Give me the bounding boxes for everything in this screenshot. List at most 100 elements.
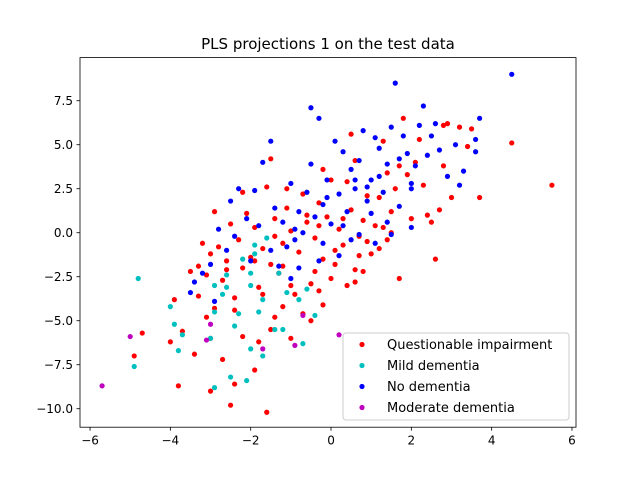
data-point-questionable-impairment bbox=[268, 261, 274, 267]
data-point-questionable-impairment bbox=[376, 194, 382, 201]
data-point-no-dementia bbox=[292, 226, 298, 232]
data-point-no-dementia bbox=[509, 71, 515, 77]
legend-marker bbox=[359, 383, 365, 390]
data-point-questionable-impairment bbox=[344, 179, 350, 185]
data-point-mild-dementia bbox=[228, 374, 234, 380]
data-point-moderate-dementia bbox=[207, 321, 214, 327]
data-point-questionable-impairment bbox=[139, 330, 145, 336]
data-point-no-dementia bbox=[256, 223, 262, 229]
data-point-mild-dementia bbox=[264, 235, 270, 241]
data-point-questionable-impairment bbox=[284, 186, 290, 192]
data-point-no-dementia bbox=[191, 279, 198, 285]
data-point-no-dementia bbox=[416, 122, 422, 128]
data-point-questionable-impairment bbox=[348, 131, 354, 137]
data-point-mild-dementia bbox=[211, 309, 218, 315]
data-point-questionable-impairment bbox=[456, 124, 463, 130]
data-point-questionable-impairment bbox=[203, 272, 210, 278]
data-point-no-dementia bbox=[252, 187, 258, 194]
data-point-mild-dementia bbox=[219, 291, 226, 297]
axes-layer: −6 −4 −2 0 2 4 6 −10.0 −7.5 −5.0 −2.5 0.0 2.5 5.0 7.5 bbox=[36, 57, 577, 448]
data-point-no-dementia bbox=[396, 203, 402, 209]
data-point-mild-dementia bbox=[276, 270, 282, 276]
data-point-questionable-impairment bbox=[232, 307, 238, 313]
data-point-mild-dementia bbox=[280, 326, 286, 333]
data-point-mild-dementia bbox=[211, 282, 218, 289]
data-point-no-dementia bbox=[408, 186, 414, 192]
data-point-questionable-impairment bbox=[236, 237, 242, 243]
data-point-no-dementia bbox=[372, 240, 378, 246]
data-point-questionable-impairment bbox=[260, 291, 266, 297]
data-point-no-dementia bbox=[356, 231, 362, 238]
data-point-questionable-impairment bbox=[364, 238, 370, 245]
data-point-questionable-impairment bbox=[252, 224, 258, 231]
data-point-mild-dementia bbox=[260, 297, 266, 303]
data-point-questionable-impairment bbox=[352, 279, 358, 285]
data-point-questionable-impairment bbox=[272, 233, 278, 239]
data-point-mild-dementia bbox=[304, 286, 310, 292]
data-point-no-dementia bbox=[280, 219, 286, 225]
data-point-questionable-impairment bbox=[316, 223, 322, 229]
data-point-no-dementia bbox=[232, 233, 238, 239]
chart-title: PLS projections 1 on the test data bbox=[201, 35, 455, 53]
data-point-questionable-impairment bbox=[195, 293, 202, 299]
x-tick-label: 0 bbox=[327, 434, 335, 448]
data-point-no-dementia bbox=[304, 189, 310, 195]
data-point-questionable-impairment bbox=[509, 140, 515, 146]
plot-frame bbox=[79, 57, 577, 428]
data-point-questionable-impairment bbox=[195, 263, 202, 269]
data-point-no-dementia bbox=[328, 221, 334, 227]
x-tick-label: 2 bbox=[408, 434, 416, 448]
data-point-no-dementia bbox=[444, 173, 451, 179]
data-point-no-dementia bbox=[356, 157, 362, 164]
y-tick-label: −5.0 bbox=[44, 314, 73, 328]
data-point-no-dementia bbox=[460, 168, 467, 174]
data-point-no-dementia bbox=[296, 209, 302, 215]
data-point-questionable-impairment bbox=[244, 210, 250, 216]
data-point-no-dementia bbox=[473, 136, 479, 143]
data-point-no-dementia bbox=[320, 240, 326, 246]
data-point-questionable-impairment bbox=[272, 314, 278, 320]
data-point-questionable-impairment bbox=[288, 282, 294, 289]
data-point-no-dementia bbox=[268, 138, 274, 144]
legend: Questionable impairment Mild dementia No d… bbox=[342, 332, 570, 421]
data-point-questionable-impairment bbox=[300, 191, 306, 197]
data-point-questionable-impairment bbox=[477, 194, 483, 201]
data-point-questionable-impairment bbox=[332, 247, 338, 253]
data-point-no-dementia bbox=[376, 173, 382, 179]
data-point-no-dementia bbox=[320, 201, 326, 208]
data-point-no-dementia bbox=[336, 253, 342, 259]
data-point-no-dementia bbox=[384, 161, 390, 167]
y-tick-label: −10.0 bbox=[36, 402, 73, 416]
data-point-questionable-impairment bbox=[388, 209, 394, 215]
data-point-no-dementia bbox=[223, 247, 230, 253]
data-point-questionable-impairment bbox=[340, 216, 346, 222]
data-point-questionable-impairment bbox=[207, 388, 214, 394]
data-point-questionable-impairment bbox=[211, 209, 218, 215]
data-point-questionable-impairment bbox=[396, 275, 402, 282]
data-point-questionable-impairment bbox=[448, 194, 455, 201]
data-point-mild-dementia bbox=[252, 251, 258, 257]
data-point-questionable-impairment bbox=[308, 281, 314, 287]
y-tick-label: 0.0 bbox=[54, 226, 73, 240]
data-point-questionable-impairment bbox=[320, 166, 326, 172]
data-point-questionable-impairment bbox=[260, 245, 266, 252]
data-point-questionable-impairment bbox=[356, 253, 362, 259]
data-point-questionable-impairment bbox=[436, 207, 443, 213]
data-point-questionable-impairment bbox=[549, 182, 555, 188]
legend-label: No dementia bbox=[387, 380, 471, 395]
data-point-questionable-impairment bbox=[240, 333, 246, 340]
data-point-no-dementia bbox=[211, 298, 218, 304]
data-point-mild-dementia bbox=[248, 282, 254, 289]
data-point-questionable-impairment bbox=[444, 121, 451, 127]
data-point-questionable-impairment bbox=[171, 297, 177, 303]
data-point-questionable-impairment bbox=[468, 126, 475, 132]
data-point-no-dementia bbox=[388, 231, 394, 238]
data-point-no-dementia bbox=[324, 194, 330, 201]
data-point-questionable-impairment bbox=[264, 184, 270, 190]
data-point-questionable-impairment bbox=[280, 263, 286, 269]
data-point-questionable-impairment bbox=[344, 282, 350, 289]
data-point-no-dementia bbox=[408, 180, 414, 187]
data-point-questionable-impairment bbox=[268, 326, 274, 333]
data-point-questionable-impairment bbox=[223, 267, 230, 273]
data-point-no-dementia bbox=[228, 198, 234, 204]
